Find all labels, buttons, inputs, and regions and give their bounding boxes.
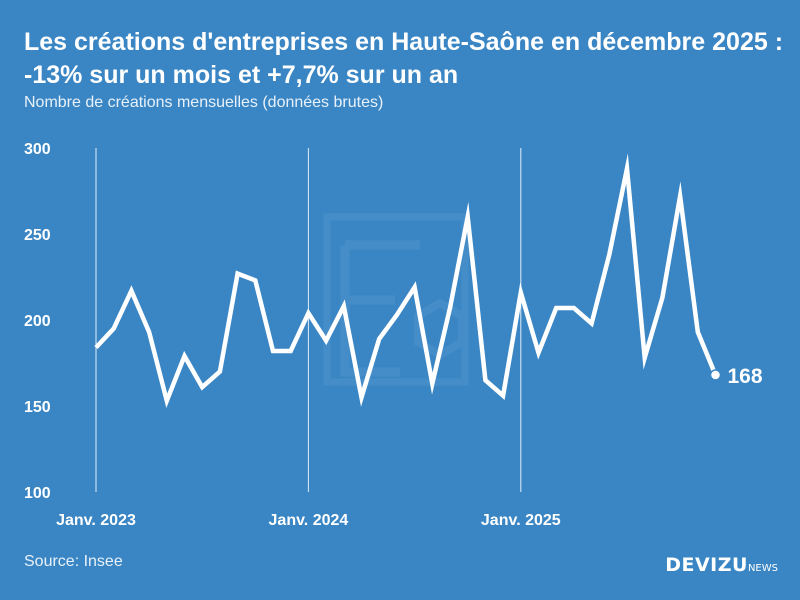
x-axis: Janv. 2023 Janv. 2024 Janv. 2025 (56, 512, 561, 529)
series: 168 (94, 153, 763, 409)
y-tick-label: 200 (24, 313, 51, 330)
y-tick-label: 300 (24, 141, 51, 158)
watermark-frame (323, 213, 469, 386)
x-tick-label: Janv. 2024 (269, 512, 349, 529)
brand-suffix: NEWS (747, 563, 778, 574)
y-tick-label: 250 (24, 227, 51, 244)
brand-logo: DEVIZUNEWS (665, 554, 778, 576)
last-value-label: 168 (728, 365, 763, 388)
series-line (94, 153, 718, 409)
x-tick-label: Janv. 2025 (481, 512, 561, 529)
last-point-marker (709, 369, 722, 381)
source-note: Source: Insee (24, 553, 123, 570)
y-axis: 100 150 200 250 300 (24, 141, 51, 502)
y-tick-label: 150 (24, 399, 51, 416)
vertical-gridlines (95, 148, 522, 492)
brand-name: DEVIZU (665, 554, 748, 576)
x-tick-label: Janv. 2023 (56, 512, 136, 529)
y-tick-label: 100 (24, 485, 51, 502)
watermark-letter (340, 240, 420, 377)
chart-title: Les créations d'entreprises en Haute-Saô… (24, 28, 784, 89)
watermark-logo-icon (323, 213, 469, 386)
chart-subtitle: Nombre de créations mensuelles (données … (24, 94, 384, 111)
